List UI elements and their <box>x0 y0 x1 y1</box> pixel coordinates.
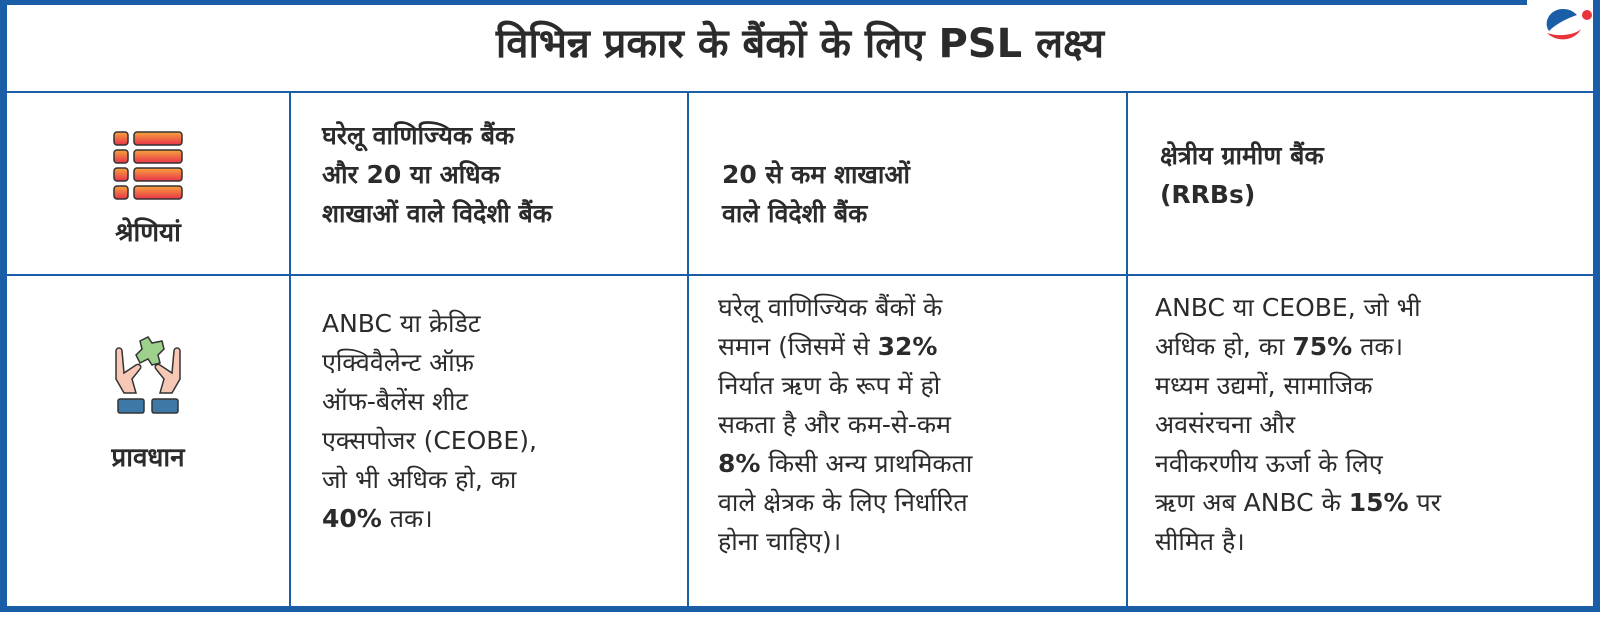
row-label-categories: श्रेणियां <box>7 128 289 249</box>
text-line: एक्सपोजर (CEOBE), <box>322 421 682 460</box>
text-segment: एक्सपोजर (CEOBE), <box>322 426 537 455</box>
header-line: शाखाओं वाले विदेशी बैंक <box>322 199 552 228</box>
header-line: क्षेत्रीय ग्रामीण बैंक <box>1160 141 1324 170</box>
text-line: निर्यात ऋण के रूप में हो <box>718 366 1123 405</box>
text-segment: अवसंरचना और <box>1155 410 1296 439</box>
text-segment: किसी अन्य प्राथमिकता <box>760 449 973 478</box>
provision-domestic-banks: ANBC या क्रेडिट एक्विवैलेन्ट ऑफ़ ऑफ-बैलेंस… <box>322 304 682 538</box>
row-label-provisions: प्रावधान <box>7 335 289 474</box>
text-line: नवीकरणीय ऊर्जा के लिए <box>1155 444 1580 483</box>
text-segment: समान (जिसमें से <box>718 332 878 361</box>
text-line: होना चाहिए)। <box>718 522 1123 561</box>
divider <box>687 93 689 606</box>
text-segment: ऑफ-बैलेंस शीट <box>322 387 469 416</box>
column-header-domestic-banks: घरेलू वाणिज्यिक बैंक और 20 या अधिक शाखाओं … <box>322 116 682 233</box>
provision-foreign-banks-small: घरेलू वाणिज्यिक बैंकों के समान (जिसमें से… <box>718 288 1123 561</box>
text-line: ऑफ-बैलेंस शीट <box>322 382 682 421</box>
text-segment: होना चाहिए)। <box>718 527 842 556</box>
column-header-rrbs: क्षेत्रीय ग्रामीण बैंक (RRBs) <box>1160 136 1580 214</box>
highlight-percentage: 40% <box>322 504 382 533</box>
text-line: अधिक हो, का 75% तक। <box>1155 327 1580 366</box>
text-segment: नवीकरणीय ऊर्जा के लिए <box>1155 449 1383 478</box>
text-segment: वाले क्षेत्रक के लिए निर्धारित <box>718 488 968 517</box>
divider <box>289 93 291 606</box>
text-line: सकता है और कम-से-कम <box>718 405 1123 444</box>
text-segment: ANBC या क्रेडिट <box>322 309 481 338</box>
column-header-foreign-banks-small: 20 से कम शाखाओं वाले विदेशी बैंक <box>722 155 1122 233</box>
text-segment: मध्यम उद्यमों, सामाजिक <box>1155 371 1373 400</box>
highlight-percentage: 15% <box>1348 488 1409 517</box>
text-segment: ANBC या CEOBE, जो भी <box>1155 293 1421 322</box>
header-line: और 20 या अधिक <box>322 160 500 189</box>
highlight-percentage: 75% <box>1292 332 1353 361</box>
text-segment: तक। <box>381 504 433 533</box>
text-line: ANBC या क्रेडिट <box>322 304 682 343</box>
brand-logo-icon <box>1546 9 1592 40</box>
text-segment: एक्विवैलेन्ट ऑफ़ <box>322 348 474 377</box>
text-line: 8% किसी अन्य प्राथमिकता <box>718 444 1123 483</box>
text-line: ANBC या CEOBE, जो भी <box>1155 288 1580 327</box>
header-line: (RRBs) <box>1160 180 1256 209</box>
text-segment: पर <box>1408 488 1441 517</box>
divider <box>7 91 1593 93</box>
text-line: एक्विवैलेन्ट ऑफ़ <box>322 343 682 382</box>
text-segment: अधिक हो, का <box>1155 332 1293 361</box>
provision-rrbs: ANBC या CEOBE, जो भी अधिक हो, का 75% तक। म… <box>1155 288 1580 561</box>
text-line: जो भी अधिक हो, का <box>322 460 682 499</box>
text-line: घरेलू वाणिज्यिक बैंकों के <box>718 288 1123 327</box>
header-line: 20 से कम शाखाओं <box>722 160 910 189</box>
divider <box>7 274 1593 276</box>
row-label-text: श्रेणियां <box>115 218 181 248</box>
list-icon <box>113 131 183 200</box>
text-line: सीमित है। <box>1155 522 1580 561</box>
text-line: अवसंरचना और <box>1155 405 1580 444</box>
text-line: समान (जिसमें से 32% <box>718 327 1123 366</box>
text-segment: ऋण अब ANBC के <box>1155 488 1349 517</box>
text-segment: सकता है और कम-से-कम <box>718 410 951 439</box>
text-segment: निर्यात ऋण के रूप में हो <box>718 371 941 400</box>
header-line: वाले विदेशी बैंक <box>722 199 868 228</box>
divider <box>1126 93 1128 606</box>
text-line: मध्यम उद्यमों, सामाजिक <box>1155 366 1580 405</box>
text-segment: सीमित है। <box>1155 527 1245 556</box>
top-border <box>0 0 1527 5</box>
hands-holding-puzzle-icon <box>115 336 181 414</box>
highlight-percentage: 8% <box>718 449 761 478</box>
text-line: ऋण अब ANBC के 15% पर <box>1155 483 1580 522</box>
text-segment: घरेलू वाणिज्यिक बैंकों के <box>718 293 943 322</box>
header-line: घरेलू वाणिज्यिक बैंक <box>322 121 515 150</box>
text-line: वाले क्षेत्रक के लिए निर्धारित <box>718 483 1123 522</box>
text-segment: जो भी अधिक हो, का <box>322 465 517 494</box>
highlight-percentage: 32% <box>877 332 938 361</box>
text-segment: तक। <box>1352 332 1404 361</box>
text-line: 40% तक। <box>322 499 682 538</box>
page-title: विभिन्न प्रकार के बैंकों के लिए PSL लक्ष… <box>495 21 1105 67</box>
row-label-text: प्रावधान <box>111 443 185 473</box>
